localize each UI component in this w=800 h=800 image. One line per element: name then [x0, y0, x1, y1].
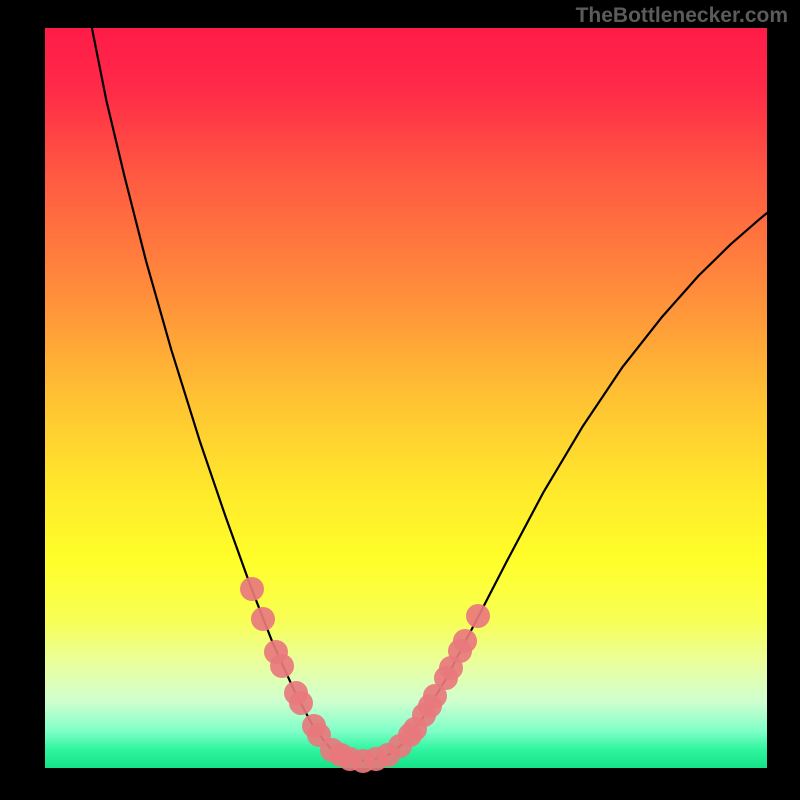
data-marker: [453, 629, 477, 653]
data-marker: [251, 607, 275, 631]
curve-path: [92, 28, 767, 761]
data-marker: [466, 604, 490, 628]
chart-area: [45, 28, 767, 768]
data-marker: [289, 691, 313, 715]
data-marker: [270, 654, 294, 678]
bottleneck-curve: [45, 28, 767, 768]
watermark-text: TheBottlenecker.com: [576, 4, 788, 28]
data-marker: [240, 577, 264, 601]
